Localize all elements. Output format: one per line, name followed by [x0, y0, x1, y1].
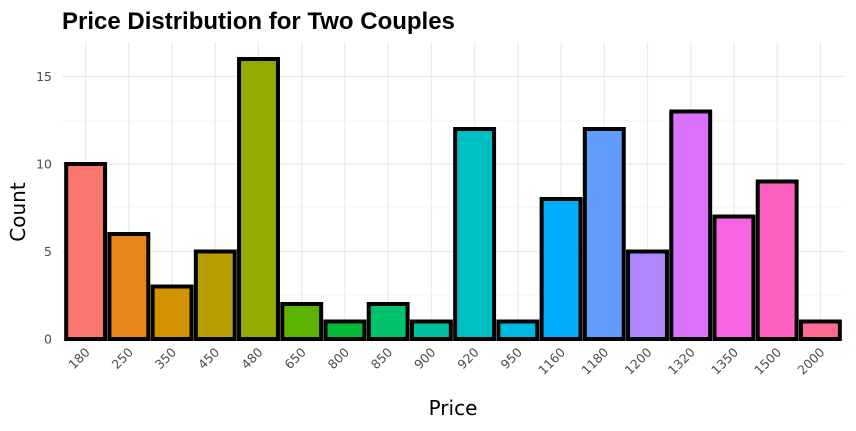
bar-2000 — [798, 319, 842, 341]
x-tick-label: 850 — [368, 344, 396, 372]
x-tick-label: 450 — [195, 344, 223, 372]
x-tick-label: 1160 — [535, 344, 568, 377]
x-tick-label: 1500 — [751, 344, 784, 377]
y-tick-label: 5 — [44, 244, 52, 259]
chart-title: Price Distribution for Two Couples — [62, 8, 455, 35]
bar-180 — [64, 162, 108, 341]
x-tick-label: 1350 — [708, 344, 741, 377]
y-tick-labels: 0 5 10 15 — [36, 69, 52, 347]
x-tick-label: 920 — [454, 344, 482, 372]
bar-450 — [193, 249, 237, 341]
y-tick-label: 15 — [36, 69, 52, 84]
bar-250 — [107, 232, 151, 341]
x-tick-label: 250 — [108, 344, 136, 372]
x-tick-label: 650 — [281, 344, 309, 372]
bar-900 — [409, 319, 453, 341]
bar-850 — [366, 302, 410, 341]
bar-800 — [323, 319, 367, 341]
bar-1320 — [669, 109, 713, 341]
y-tick-label: 10 — [36, 157, 52, 172]
x-tick-label: 350 — [152, 344, 180, 372]
bar-350 — [150, 284, 194, 341]
x-axis-title: Price — [429, 396, 478, 420]
x-tick-label: 480 — [238, 344, 266, 372]
bar-1180 — [582, 127, 626, 341]
x-tick-label: 1200 — [622, 344, 655, 377]
x-tick-label: 1320 — [665, 344, 698, 377]
x-tick-label: 180 — [65, 344, 93, 372]
x-tick-label: 2000 — [794, 344, 827, 377]
x-tick-label: 800 — [325, 344, 353, 372]
bar-650 — [280, 302, 324, 341]
y-axis-title: Count — [6, 182, 30, 242]
bar-1500 — [755, 179, 799, 341]
bar-480 — [237, 57, 280, 341]
bars — [64, 57, 842, 341]
x-tick-label: 1180 — [578, 344, 611, 377]
x-tick-label: 950 — [497, 344, 525, 372]
bar-1160 — [539, 197, 583, 341]
bar-1350 — [712, 214, 756, 341]
y-tick-label: 0 — [44, 332, 52, 347]
x-tick-label: 900 — [411, 344, 439, 372]
bar-1200 — [626, 249, 669, 341]
x-tick-labels: 180 250 350 450 480 650 800 850 900 920 950 1160 118… — [65, 344, 827, 377]
bar-920 — [453, 127, 497, 341]
bar-950 — [496, 319, 540, 341]
